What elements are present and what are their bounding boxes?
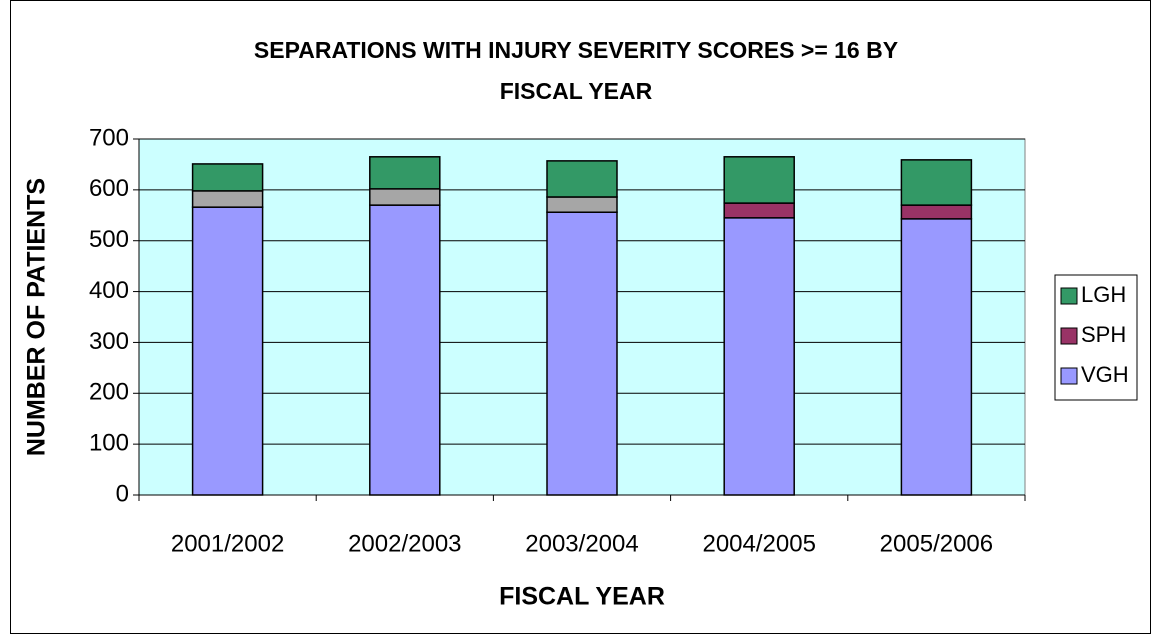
legend-swatch (1060, 367, 1078, 385)
bar-segment (191, 206, 264, 496)
x-tick-label: 2003/2004 (525, 530, 638, 557)
bar-segment (546, 211, 618, 496)
bar-segment (191, 190, 264, 208)
bar-segment (369, 156, 441, 190)
x-tick-label: 2002/2003 (348, 530, 461, 557)
x-tick-label: 2001/2002 (171, 530, 284, 557)
bar-segment (900, 204, 973, 220)
y-tick-label: 100 (89, 429, 129, 456)
chart-title: SEPARATIONS WITH INJURY SEVERITY SCORES … (253, 37, 899, 104)
bar-segment (546, 196, 618, 213)
bar-segment (191, 163, 264, 192)
bar-segment (723, 202, 795, 219)
y-tick-label: 500 (89, 226, 129, 253)
y-tick-label: 200 (89, 379, 129, 406)
y-tick-label: 0 (116, 480, 129, 507)
x-axis-title: FISCAL YEAR (499, 583, 665, 611)
y-tick-label: 400 (89, 277, 129, 304)
y-axis-title: NUMBER OF PATIENTS (23, 178, 51, 456)
legend-label: VGH (1081, 362, 1129, 387)
bar-segment (723, 217, 795, 496)
bar-segment (369, 204, 441, 496)
bar-segment (900, 159, 973, 206)
bar-segment (369, 188, 441, 206)
legend-swatch (1060, 287, 1078, 305)
x-tick-label: 2005/2006 (880, 530, 993, 557)
y-tick-label: 300 (89, 328, 129, 355)
legend-label: SPH (1081, 322, 1126, 347)
y-tick-label: 700 (89, 124, 129, 151)
x-tick-label: 2004/2005 (702, 530, 815, 557)
bar-segment (900, 218, 973, 496)
bar-segment (723, 156, 795, 204)
bar-segment (546, 160, 618, 198)
y-tick-label: 600 (89, 175, 129, 202)
legend-label: LGH (1081, 282, 1126, 307)
legend-swatch (1060, 327, 1078, 345)
